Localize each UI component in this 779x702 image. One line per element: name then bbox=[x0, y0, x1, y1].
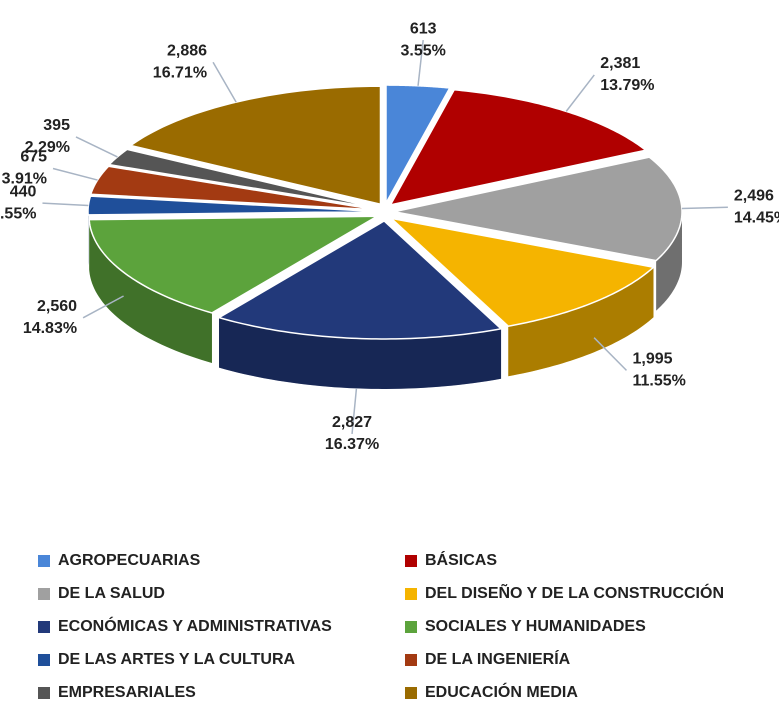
legend-swatch bbox=[405, 654, 417, 666]
value-label: 2,827 bbox=[332, 414, 372, 431]
legend-swatch bbox=[38, 621, 50, 633]
leader-line bbox=[593, 337, 628, 371]
pie-side-shade bbox=[219, 317, 502, 389]
legend-label: AGROPECUARIAS bbox=[58, 552, 201, 569]
leader-line bbox=[212, 61, 237, 103]
pie-slice bbox=[88, 215, 380, 314]
legend-swatch bbox=[405, 687, 417, 699]
legend-swatch bbox=[38, 687, 50, 699]
pie-slice bbox=[388, 217, 656, 328]
pie-sides bbox=[88, 211, 682, 389]
leader-line bbox=[42, 202, 89, 207]
value-label: 440 bbox=[10, 183, 37, 200]
legend-label: DE LA INGENIERÍA bbox=[425, 649, 571, 668]
pie-side bbox=[89, 219, 212, 363]
legend: AGROPECUARIAS BÁSICAS DE LA SALUD DEL DISEÑ… bbox=[38, 550, 724, 701]
leader-line bbox=[417, 39, 424, 86]
pie-side bbox=[219, 317, 502, 389]
legend-label: SOCIALES Y HUMANIDADES bbox=[425, 618, 646, 635]
percent-label: 16.37% bbox=[325, 436, 379, 453]
leader-line bbox=[681, 206, 728, 210]
pie-side-shade bbox=[89, 219, 212, 363]
legend-swatch bbox=[38, 555, 50, 567]
pie-slice bbox=[393, 156, 683, 262]
pie-slice bbox=[385, 84, 451, 206]
value-label: 1,995 bbox=[632, 351, 672, 368]
legend-label: EDUCACIÓN MEDIA bbox=[425, 682, 578, 701]
percent-label: 11.55% bbox=[632, 373, 685, 390]
legend-label: DE LAS ARTES Y LA CULTURA bbox=[58, 651, 295, 668]
percent-label: 14.45% bbox=[734, 209, 779, 226]
percent-label: 3.55% bbox=[400, 42, 445, 59]
pie-side bbox=[656, 211, 682, 311]
legend-swatch bbox=[38, 654, 50, 666]
legend-label: EMPRESARIALES bbox=[58, 684, 196, 701]
percent-label: 13.79% bbox=[600, 77, 654, 94]
value-label: 2,496 bbox=[734, 187, 774, 204]
legend-label: DEL DISEÑO Y DE LA CONSTRUCCIÓN bbox=[425, 582, 724, 602]
pie-slice bbox=[217, 220, 503, 340]
leader-line bbox=[565, 74, 595, 112]
value-label: 675 bbox=[20, 149, 47, 166]
legend-swatch bbox=[405, 555, 417, 567]
value-label: 613 bbox=[410, 20, 437, 37]
pie-labels: 613 3.55% 2,381 13.79% 2,496 14.45% 1,995 11.55… bbox=[0, 20, 779, 453]
value-label: 2,886 bbox=[167, 43, 207, 60]
pie-slice bbox=[107, 148, 378, 209]
pie-side-shade bbox=[508, 267, 654, 377]
pie-tops bbox=[87, 84, 683, 340]
leader-line bbox=[351, 388, 358, 435]
value-label: 2,560 bbox=[37, 298, 77, 315]
leader-line bbox=[75, 136, 118, 158]
pie-side bbox=[508, 267, 654, 377]
leader-line bbox=[52, 167, 98, 181]
percent-label: 16.71% bbox=[153, 65, 207, 82]
value-label: 2,381 bbox=[600, 55, 640, 72]
legend-swatch bbox=[38, 588, 50, 600]
leader-line bbox=[82, 295, 124, 319]
value-label: 395 bbox=[43, 117, 70, 134]
percent-label: 3.91% bbox=[2, 171, 47, 188]
pie-slice bbox=[389, 88, 648, 206]
legend-label: ECONÓMICAS Y ADMINISTRATIVAS bbox=[58, 616, 332, 635]
legend-swatch bbox=[405, 588, 417, 600]
pie-side-shade bbox=[656, 211, 682, 311]
legend-label: BÁSICAS bbox=[425, 550, 497, 569]
percent-label: 2.29% bbox=[25, 139, 70, 156]
percent-label: 2.55% bbox=[0, 205, 36, 222]
percent-label: 14.83% bbox=[23, 320, 77, 337]
legend-swatch bbox=[405, 621, 417, 633]
legend-label: DE LA SALUD bbox=[58, 585, 165, 602]
